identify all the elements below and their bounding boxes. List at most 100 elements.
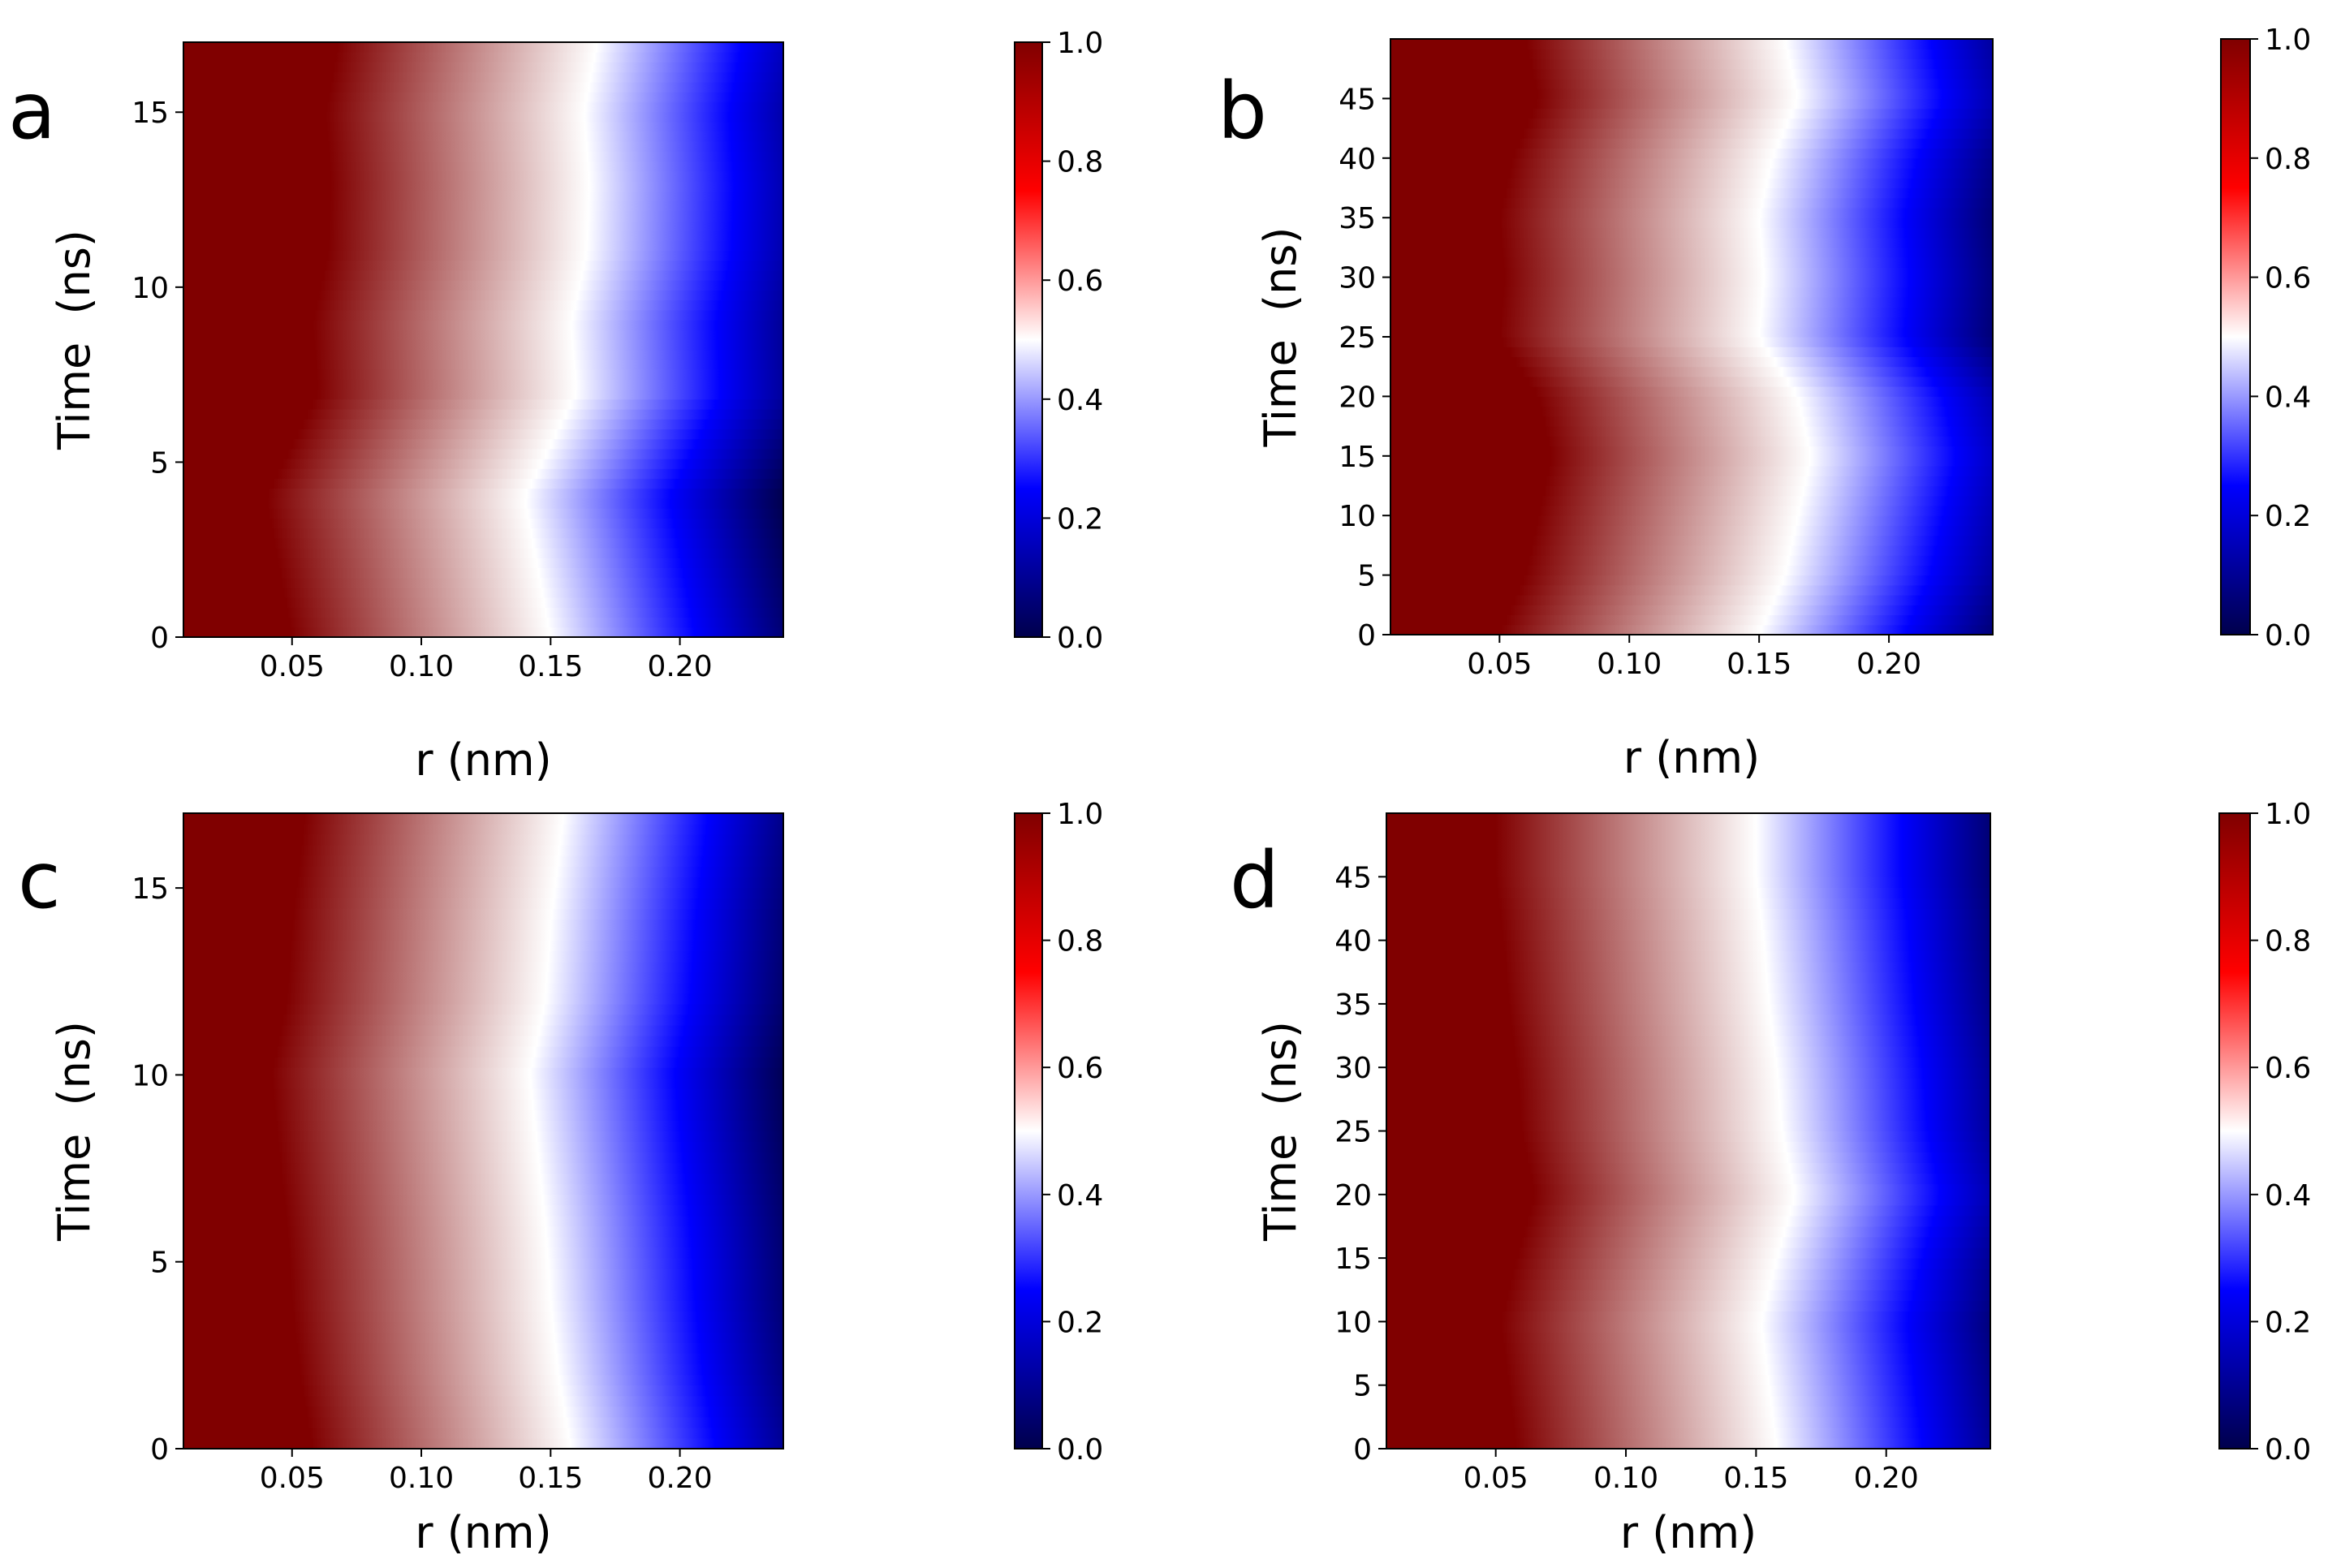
heatmap-strip	[183, 61, 783, 73]
heatmap-strip	[183, 428, 783, 440]
y-axis-label: Time (ns)	[49, 1021, 100, 1242]
heatmap-strip	[183, 329, 783, 340]
heatmap-strip	[183, 1257, 783, 1269]
heatmap-strip	[1386, 1268, 1990, 1280]
heatmap-strip	[1390, 446, 1993, 457]
colorbar-tick-label: 0.0	[1057, 622, 1103, 655]
heatmap-strip	[183, 161, 783, 172]
heatmap-strip	[1390, 217, 1993, 228]
x-tick-label: 0.15	[1723, 1462, 1788, 1495]
heatmap-strip	[1386, 1056, 1990, 1068]
heatmap-strip	[183, 250, 783, 261]
heatmap-d	[1386, 813, 1990, 1449]
heatmap-strip	[183, 507, 783, 519]
y-tick-label: 10	[1339, 500, 1376, 533]
y-tick-label: 0	[1357, 619, 1376, 653]
panel-letter: d	[1230, 835, 1279, 926]
heatmap-strip	[1386, 1226, 1990, 1238]
x-tick-label: 0.10	[389, 650, 454, 683]
heatmap-strip	[183, 220, 783, 231]
heatmap-strip	[183, 993, 783, 1005]
heatmap-strip	[183, 389, 783, 400]
heatmap-strip	[1390, 157, 1993, 169]
x-tick-label: 0.10	[1597, 648, 1662, 681]
heatmap-strip	[1386, 1395, 1990, 1407]
y-tick-label: 45	[1334, 861, 1372, 894]
heatmap-strip	[1386, 950, 1990, 963]
heatmap-strip	[183, 289, 783, 301]
heatmap-strip	[1390, 277, 1993, 288]
heatmap-strip	[183, 617, 783, 628]
heatmap-strip	[183, 71, 783, 83]
heatmap-strip	[183, 587, 783, 598]
heatmap-strip	[183, 1141, 783, 1153]
panel-letter: c	[18, 835, 61, 926]
heatmap-strip	[183, 498, 783, 509]
y-tick-label: 45	[1339, 83, 1376, 116]
heatmap-strip	[1386, 982, 1990, 994]
heatmap-strip	[183, 844, 783, 856]
heatmap-strip	[1386, 886, 1990, 898]
heatmap-strip	[183, 359, 783, 370]
heatmap-strip	[1390, 247, 1993, 258]
heatmap-strip	[1390, 306, 1993, 318]
heatmap-strip	[183, 1289, 783, 1301]
x-tick-label: 0.05	[260, 1462, 325, 1495]
heatmap-strip	[1386, 876, 1990, 888]
x-tick-label: 0.15	[518, 650, 583, 683]
colorbar-tick-label: 0.6	[1057, 265, 1103, 298]
heatmap-strip	[183, 408, 783, 420]
heatmap-strip	[183, 1247, 783, 1259]
x-tick-label: 0.20	[1854, 1462, 1919, 1495]
heatmap-strip	[1386, 844, 1990, 856]
heatmap-strip	[183, 1183, 783, 1195]
heatmap-strip	[183, 299, 783, 311]
heatmap-strip	[183, 919, 783, 931]
heatmap-strip	[1386, 1257, 1990, 1269]
heatmap-strip	[183, 1109, 783, 1121]
heatmap-strip	[183, 42, 783, 53]
heatmap-strip	[1386, 1173, 1990, 1185]
heatmap-strip	[1390, 524, 1993, 536]
heatmap-strip	[1390, 584, 1993, 596]
heatmap-strip	[1386, 1162, 1990, 1174]
y-tick-label: 5	[150, 446, 169, 480]
heatmap-strip	[1386, 1066, 1990, 1079]
heatmap-strip	[1390, 604, 1993, 616]
colorbar-tick-label: 0.8	[2265, 925, 2311, 958]
colorbar-tick-label: 0.6	[2265, 262, 2311, 295]
x-tick-label: 0.20	[648, 650, 713, 683]
heatmap-strip	[1390, 535, 1993, 546]
colorbar-tick-label: 1.0	[2265, 798, 2311, 831]
heatmap-strip	[1390, 485, 1993, 497]
heatmap-strip	[1386, 971, 1990, 984]
heatmap-strip	[183, 517, 783, 529]
y-tick-label: 5	[1357, 560, 1376, 593]
heatmap-strip	[1390, 624, 1993, 635]
heatmap-strip	[1386, 1077, 1990, 1089]
heatmap-strip	[183, 1045, 783, 1058]
heatmap-strip	[183, 528, 783, 539]
heatmap-strip	[1386, 1098, 1990, 1110]
heatmap-strip	[1390, 118, 1993, 129]
panel-c: 0.05 0.10 0.15 0.20 0 5 10 15 r (nm) Time (ns) c 0.…	[18, 798, 1103, 1558]
heatmap-strip	[1386, 1131, 1990, 1143]
heatmap-strip	[1390, 226, 1993, 239]
heatmap-strip	[183, 1131, 783, 1143]
heatmap-strip	[183, 1236, 783, 1248]
heatmap-strip	[1390, 346, 1993, 357]
heatmap-strip	[1390, 167, 1993, 179]
heatmap-strip	[183, 150, 783, 162]
heatmap-strip	[183, 1194, 783, 1206]
heatmap-strip	[1390, 78, 1993, 89]
heatmap-strip	[1390, 127, 1993, 139]
heatmap-strip	[1390, 505, 1993, 516]
heatmap-strip	[1386, 1406, 1990, 1418]
y-tick-label: 10	[1334, 1306, 1372, 1339]
heatmap-strip	[183, 1056, 783, 1068]
colorbar-tick-label: 0.4	[1057, 1179, 1103, 1213]
heatmap-strip	[1386, 865, 1990, 877]
heatmap-strip	[1386, 1183, 1990, 1195]
heatmap-strip	[1386, 1342, 1990, 1355]
heatmap-strip	[1386, 1014, 1990, 1026]
